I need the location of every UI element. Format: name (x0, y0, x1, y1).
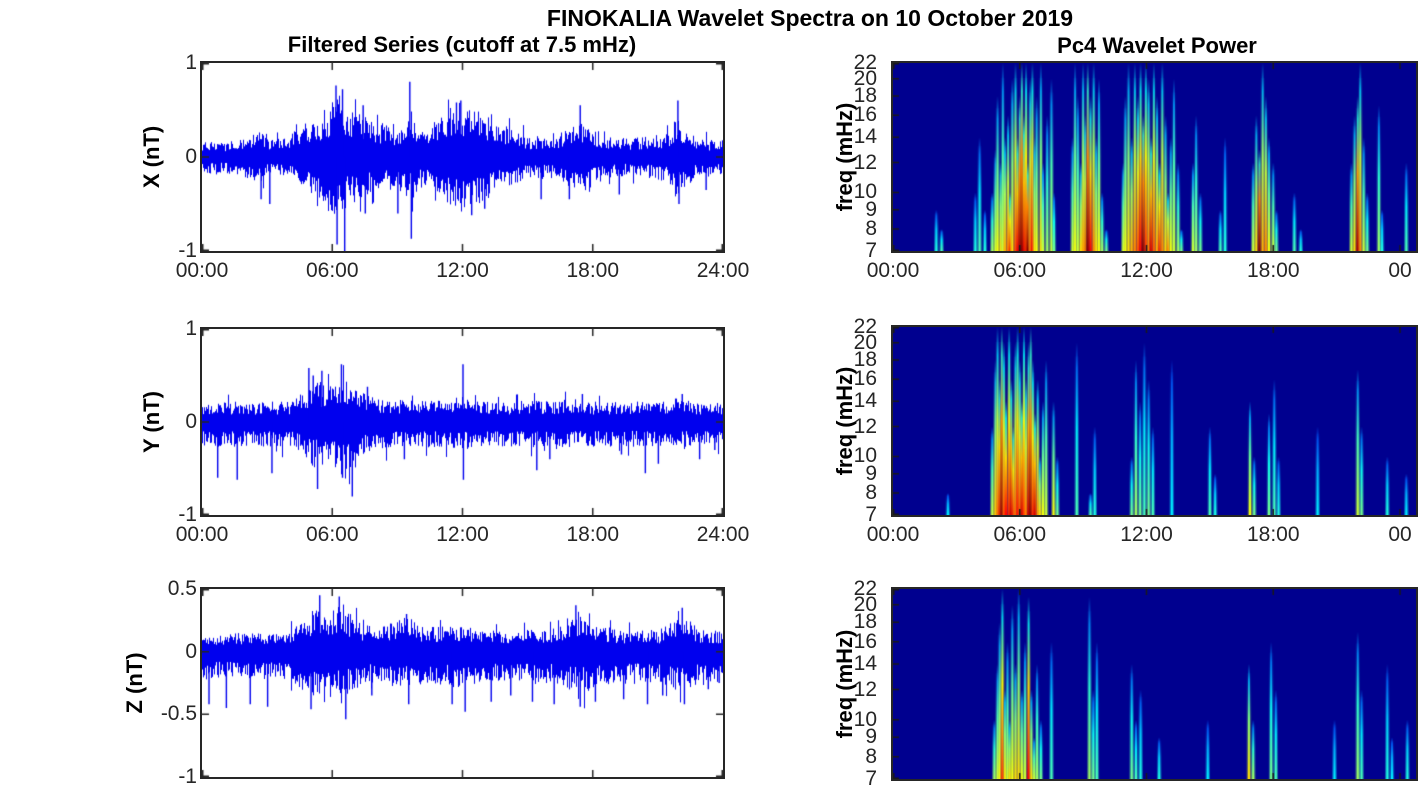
time-tick-label: 12:00 (436, 523, 489, 546)
freq-tick-label: 9 (865, 725, 877, 749)
time-tick-label: 00 (1388, 259, 1412, 282)
y-tick-label: -1 (178, 239, 197, 262)
y-tick-label: 1 (185, 51, 197, 74)
z-wavelet-plot (891, 587, 1418, 781)
freq-tick-label: 12 (853, 677, 877, 701)
freq-tick-label: 16 (853, 103, 877, 127)
freq-tick-label: 8 (865, 217, 877, 241)
freq-tick-label: 10 (853, 180, 877, 204)
y-tick-label: 0 (185, 639, 197, 663)
freq-tick-label: 9 (865, 197, 877, 221)
right-column-title: Pc4 Wavelet Power (1057, 33, 1257, 58)
time-tick-label: 00:00 (866, 259, 920, 282)
freq-tick-label: 10 (853, 444, 877, 468)
freq-tick-label: 14 (853, 389, 877, 413)
time-tick-label: 12:00 (436, 259, 489, 282)
freq-tick-label: 12 (853, 414, 877, 438)
left-column-title: Filtered Series (cutoff at 7.5 mHz) (287, 32, 637, 57)
y-tick-label: -1 (178, 503, 197, 526)
freq-tick-label: 18 (853, 347, 877, 371)
time-tick-label: 00:00 (866, 523, 920, 546)
freq-tick-label: 7 (865, 767, 877, 790)
freq-tick-label: 16 (853, 367, 877, 391)
y-series-plot (200, 327, 725, 517)
freq-tick-label: 16 (853, 629, 877, 653)
freq-tick-label: 8 (865, 744, 877, 768)
freq-tick-label: 12 (853, 150, 877, 174)
y-tick-label: 1 (185, 317, 197, 340)
time-tick-label: 18:00 (566, 523, 620, 546)
freq-tick-label: 22 (853, 51, 877, 74)
time-tick-label: 24:00 (696, 259, 750, 282)
time-tick-label: 06:00 (305, 259, 359, 282)
freq-tick-label: 22 (853, 577, 877, 600)
freq-tick-label: 7 (865, 503, 877, 526)
y-tick-label: -0.5 (160, 702, 197, 726)
x-series-plot (200, 61, 725, 253)
freq-tick-label: 20 (853, 592, 877, 616)
freq-tick-label: 18 (853, 610, 877, 634)
time-tick-label: 06:00 (993, 259, 1047, 282)
time-tick-label: 06:00 (305, 523, 359, 546)
freq-tick-label: 18 (853, 83, 877, 107)
y-wavelet-plot (891, 325, 1418, 517)
time-tick-label: 12:00 (1120, 523, 1173, 546)
freq-tick-label: 8 (865, 481, 877, 505)
z-series-plot (200, 587, 725, 779)
freq-tick-label: 10 (853, 707, 877, 731)
y-tick-label: -1 (178, 765, 197, 788)
time-tick-label: 24:00 (696, 523, 750, 546)
time-tick-label: 00:00 (175, 523, 229, 546)
time-tick-label: 18:00 (1246, 523, 1300, 546)
time-tick-label: 06:00 (993, 523, 1047, 546)
time-tick-label: 00 (1388, 523, 1412, 546)
figure-title: FINOKALIA Wavelet Spectra on 10 October … (546, 5, 1074, 31)
y-tick-label: 0 (185, 410, 197, 433)
y-tick-label: 0.5 (167, 577, 197, 600)
freq-tick-label: 14 (853, 125, 877, 149)
freq-tick-label: 9 (865, 461, 877, 485)
time-tick-label: 18:00 (1246, 259, 1300, 282)
x-wavelet-plot (891, 61, 1418, 253)
y-tick-label: 0 (185, 145, 197, 168)
time-tick-label: 18:00 (566, 259, 620, 282)
freq-tick-label: 20 (853, 330, 877, 354)
freq-tick-label: 20 (853, 66, 877, 90)
z-axis-unit-label: Z (nT) (122, 652, 147, 714)
time-tick-label: 12:00 (1120, 259, 1173, 282)
time-tick-label: 00:00 (175, 259, 229, 282)
freq-tick-label: 7 (865, 239, 877, 262)
freq-tick-label: 14 (853, 651, 877, 675)
freq-tick-label: 22 (853, 315, 877, 338)
